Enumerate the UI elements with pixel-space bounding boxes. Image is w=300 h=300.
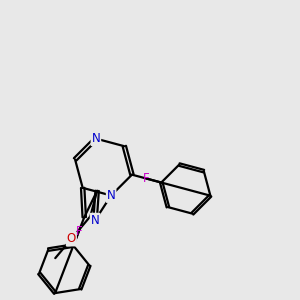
Text: N: N — [92, 132, 100, 145]
Text: F: F — [76, 225, 82, 238]
Text: N: N — [107, 189, 116, 202]
Text: O: O — [67, 232, 76, 245]
Text: N: N — [91, 214, 100, 227]
Text: F: F — [143, 172, 150, 185]
